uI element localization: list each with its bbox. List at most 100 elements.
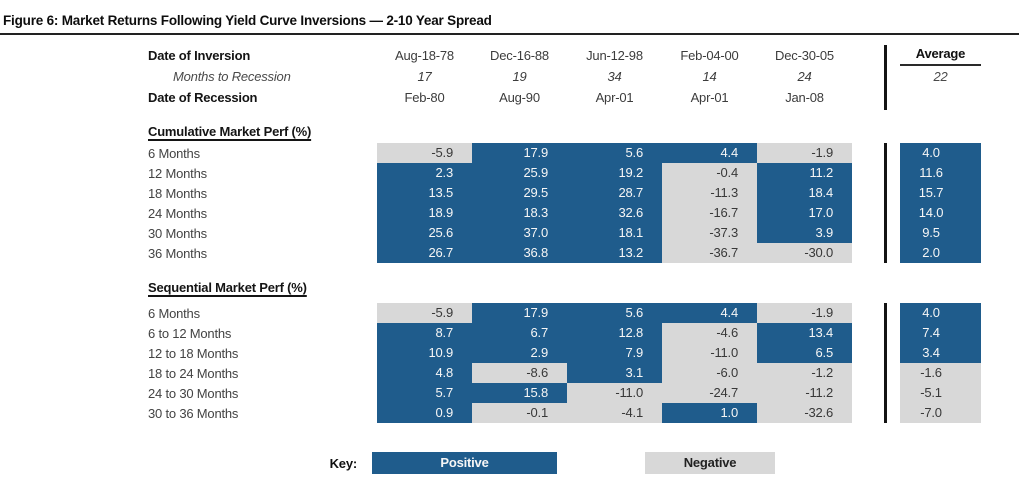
perf-value-cell: 5.7 <box>377 383 472 403</box>
row-label: 36 Months <box>148 245 207 261</box>
perf-value-cell: 36.8 <box>472 243 567 263</box>
average-divider-cumulative <box>884 143 887 263</box>
perf-value-cell: 18.3 <box>472 203 567 223</box>
perf-value-cell: 5.6 <box>567 303 662 323</box>
row-label: 6 Months <box>148 145 200 161</box>
average-value-cell: -1.6 <box>900 363 981 383</box>
perf-value-cell: 10.9 <box>377 343 472 363</box>
perf-value-cell: 18.1 <box>567 223 662 243</box>
perf-value-cell: 7.9 <box>567 343 662 363</box>
title-rule <box>0 33 1019 35</box>
perf-value-cell: 13.4 <box>757 323 852 343</box>
perf-value-cell: -11.3 <box>662 183 757 203</box>
row-cells: -5.9 17.9 5.6 4.4 -1.9 <box>377 143 852 163</box>
recession-date-cell: Jan-08 <box>785 90 824 105</box>
perf-value-cell: 3.9 <box>757 223 852 243</box>
inversion-date-cell: Jun-12-98 <box>586 48 643 63</box>
key-legend: Key: Positive Negative <box>0 452 775 474</box>
perf-value-cell: 32.6 <box>567 203 662 223</box>
row-label: 24 Months <box>148 205 207 221</box>
average-value-cell: 14.0 <box>900 203 981 223</box>
months-value-cell: 19 <box>512 69 527 84</box>
inversion-date-cell: Dec-30-05 <box>775 48 834 63</box>
cumulative-rows: 6 Months -5.9 17.9 5.6 4.4 -1.9 4.0 12 Months 2.… <box>0 143 1019 263</box>
row-label: 12 Months <box>148 165 207 181</box>
sequential-rows: 6 Months -5.9 17.9 5.6 4.4 -1.9 4.0 6 to 12 Mon… <box>0 303 1019 423</box>
months-value-cell: 14 <box>702 69 717 84</box>
perf-value-cell: -1.9 <box>757 303 852 323</box>
perf-value-cell: 11.2 <box>757 163 852 183</box>
perf-value-cell: 4.4 <box>662 143 757 163</box>
average-value-cell: -5.1 <box>900 383 981 403</box>
recession-date-cell: Feb-80 <box>404 90 445 105</box>
table-row: 12 Months 2.3 25.9 19.2 -0.4 11.2 11.6 <box>0 163 1019 183</box>
perf-value-cell: 5.6 <box>567 143 662 163</box>
months-value-cell: 24 <box>797 69 812 84</box>
perf-value-cell: 25.9 <box>472 163 567 183</box>
perf-value-cell: 13.5 <box>377 183 472 203</box>
row-label: 12 to 18 Months <box>148 345 239 361</box>
header-row-recession: Date of Recession Feb-80 Aug-90 Apr-01 Apr-… <box>0 87 1019 108</box>
row-cells: 0.9 -0.1 -4.1 1.0 -32.6 <box>377 403 852 423</box>
cumulative-section-title: Cumulative Market Perf (%) <box>148 124 312 139</box>
perf-value-cell: 18.4 <box>757 183 852 203</box>
sequential-section-title: Sequential Market Perf (%) <box>148 280 307 295</box>
row-cells: 25.6 37.0 18.1 -37.3 3.9 <box>377 223 852 243</box>
row-label: 24 to 30 Months <box>148 385 239 401</box>
row-label: 18 to 24 Months <box>148 365 239 381</box>
table-row: 24 to 30 Months 5.7 15.8 -11.0 -24.7 -11.2 -5.… <box>0 383 1019 403</box>
average-value-cell: 7.4 <box>900 323 981 343</box>
row-cells: 8.7 6.7 12.8 -4.6 13.4 <box>377 323 852 343</box>
header-row-months: Months to Recession 17 19 34 14 24 22 <box>0 66 1019 87</box>
table-row: 6 Months -5.9 17.9 5.6 4.4 -1.9 4.0 <box>0 143 1019 163</box>
months-to-recession-values: 17 19 34 14 24 <box>377 69 852 84</box>
inversion-dates: Aug-18-78 Dec-16-88 Jun-12-98 Feb-04-00 Dec-… <box>377 48 852 63</box>
average-value-cell: 11.6 <box>900 163 981 183</box>
row-cells: -5.9 17.9 5.6 4.4 -1.9 <box>377 303 852 323</box>
perf-value-cell: -1.9 <box>757 143 852 163</box>
average-value-cell: 3.4 <box>900 343 981 363</box>
perf-value-cell: 12.8 <box>567 323 662 343</box>
perf-value-cell: 17.0 <box>757 203 852 223</box>
perf-value-cell: 6.5 <box>757 343 852 363</box>
months-to-recession-label: Months to Recession <box>173 69 291 84</box>
perf-value-cell: -11.2 <box>757 383 852 403</box>
table-row: 30 to 36 Months 0.9 -0.1 -4.1 1.0 -32.6 -7.0 <box>0 403 1019 423</box>
perf-value-cell: 37.0 <box>472 223 567 243</box>
row-label: 18 Months <box>148 185 207 201</box>
key-label: Key: <box>329 455 358 471</box>
date-of-recession-label: Date of Recession <box>148 90 258 105</box>
table-row: 18 to 24 Months 4.8 -8.6 3.1 -6.0 -1.2 -1.6 <box>0 363 1019 383</box>
table-row: 36 Months 26.7 36.8 13.2 -36.7 -30.0 2.0 <box>0 243 1019 263</box>
recession-date-cell: Apr-01 <box>690 90 729 105</box>
perf-value-cell: -32.6 <box>757 403 852 423</box>
average-value-cell: 9.5 <box>900 223 981 243</box>
table-row: 18 Months 13.5 29.5 28.7 -11.3 18.4 15.7 <box>0 183 1019 203</box>
row-cells: 10.9 2.9 7.9 -11.0 6.5 <box>377 343 852 363</box>
average-value-cell: 4.0 <box>900 303 981 323</box>
average-header: Average <box>900 45 981 66</box>
row-cells: 26.7 36.8 13.2 -36.7 -30.0 <box>377 243 852 263</box>
perf-value-cell: 17.9 <box>472 303 567 323</box>
key-negative-swatch: Negative <box>645 452 775 474</box>
perf-value-cell: -30.0 <box>757 243 852 263</box>
table-row: 6 Months -5.9 17.9 5.6 4.4 -1.9 4.0 <box>0 303 1019 323</box>
table-row: 24 Months 18.9 18.3 32.6 -16.7 17.0 14.0 <box>0 203 1019 223</box>
header-row-inversion: Date of Inversion Aug-18-78 Dec-16-88 Jun-… <box>0 45 1019 66</box>
perf-value-cell: -0.4 <box>662 163 757 183</box>
perf-value-cell: 3.1 <box>567 363 662 383</box>
perf-value-cell: 2.9 <box>472 343 567 363</box>
average-value-cell: 4.0 <box>900 143 981 163</box>
perf-value-cell: -11.0 <box>662 343 757 363</box>
recession-date-cell: Apr-01 <box>595 90 634 105</box>
row-cells: 18.9 18.3 32.6 -16.7 17.0 <box>377 203 852 223</box>
row-label: 30 Months <box>148 225 207 241</box>
perf-value-cell: 4.4 <box>662 303 757 323</box>
average-value-cell: 2.0 <box>900 243 981 263</box>
perf-value-cell: 0.9 <box>377 403 472 423</box>
row-cells: 13.5 29.5 28.7 -11.3 18.4 <box>377 183 852 203</box>
perf-value-cell: 28.7 <box>567 183 662 203</box>
row-cells: 4.8 -8.6 3.1 -6.0 -1.2 <box>377 363 852 383</box>
key-positive-swatch: Positive <box>372 452 557 474</box>
